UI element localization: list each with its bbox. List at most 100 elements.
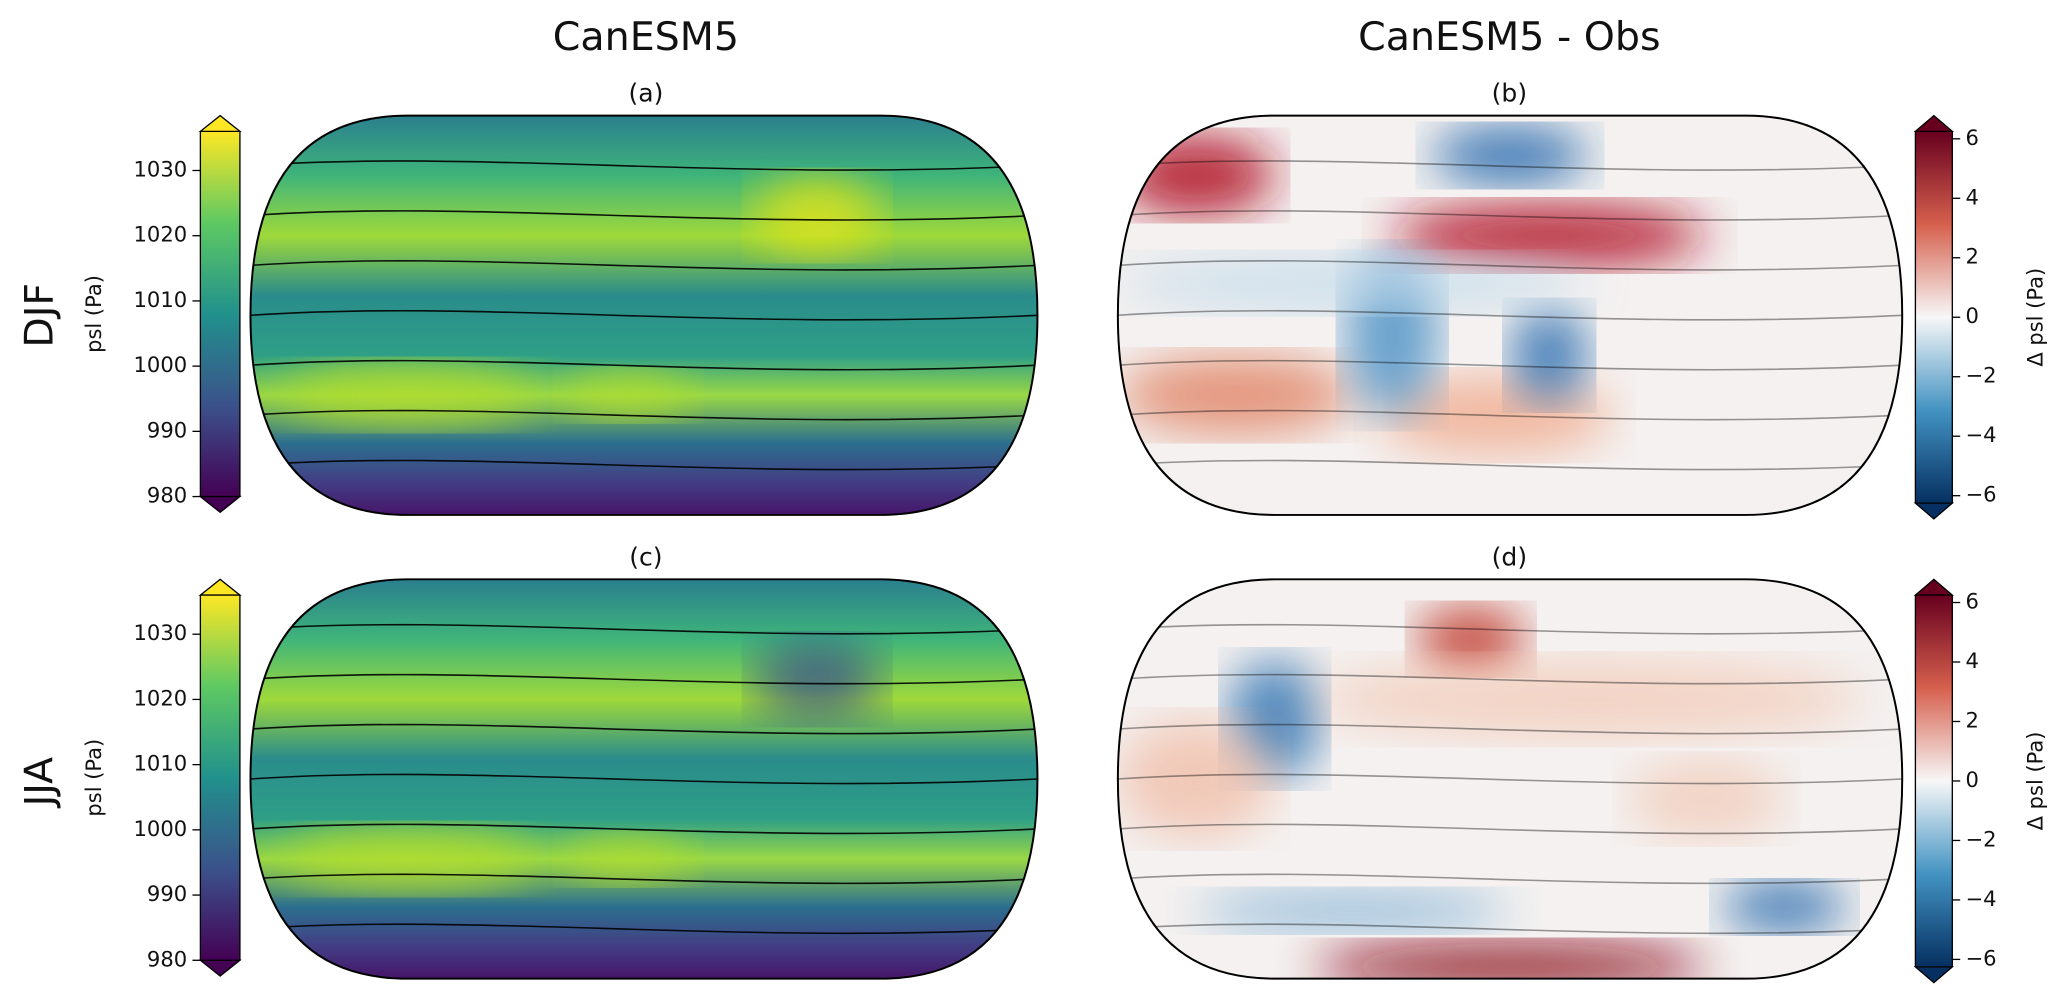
panel-label: (c)	[629, 542, 662, 571]
tick-label: −4	[1965, 886, 1996, 911]
contour	[1117, 873, 1903, 885]
map-outline	[249, 578, 1039, 980]
colorbar-label: Δ psl (Pa)	[2023, 732, 2048, 831]
contour	[1117, 160, 1903, 171]
tick-label: 2	[1965, 708, 1978, 733]
field	[250, 579, 1038, 979]
contour	[250, 823, 1038, 835]
colorbar-extend	[1913, 966, 1955, 984]
contour	[1117, 623, 1903, 635]
contour	[1117, 309, 1903, 321]
colorbar-extend	[1913, 114, 1955, 133]
field-blob	[1627, 759, 1785, 839]
contour	[250, 309, 1038, 321]
contour	[250, 409, 1038, 421]
contour	[250, 260, 1038, 271]
colorbar-label: psl (Pa)	[81, 275, 106, 353]
colorbar-label: Δ psl (Pa)	[2023, 268, 2048, 367]
tick-label: 990	[147, 881, 187, 906]
field-blob	[1392, 203, 1707, 268]
colorbar: 980 990 1000 1010 1020 1030 psl (Pa)	[81, 114, 242, 514]
contour	[250, 873, 1038, 885]
tick-label: 0	[1965, 767, 1978, 792]
map	[250, 115, 1038, 515]
colorbar-body	[1915, 595, 1953, 967]
colorbar-extend	[198, 495, 242, 514]
colorbar-extend	[198, 959, 242, 977]
contour	[1117, 210, 1903, 221]
colorbar-label: psl (Pa)	[81, 739, 106, 817]
map-outline	[249, 114, 1039, 516]
field-blob	[754, 639, 881, 720]
contour	[250, 923, 1038, 935]
contour	[250, 723, 1038, 735]
field	[250, 115, 1038, 515]
colorbar: −6 −4 −2 0 2 4 6 Δ psl (Pa)	[1913, 578, 2048, 984]
tick-label: 1010	[134, 287, 188, 312]
tick-label: 6	[1965, 589, 1978, 614]
contour	[250, 359, 1038, 371]
panel-label: (b)	[1492, 79, 1527, 108]
tick-label: 1000	[134, 352, 188, 377]
tick-label: 1030	[134, 157, 188, 182]
tick-label: 6	[1965, 125, 1978, 150]
colorbar-body	[1915, 131, 1953, 504]
field-blob	[565, 834, 692, 883]
map-outline	[1116, 114, 1904, 516]
field-blob	[754, 175, 881, 256]
contour	[250, 623, 1038, 635]
tick-label: 1020	[134, 685, 188, 710]
field-blob	[1313, 659, 1864, 740]
colorbar-frame	[199, 131, 241, 497]
column-title: CanESM5	[553, 14, 739, 60]
column-title: CanESM5 - Obs	[1358, 14, 1660, 60]
map	[250, 579, 1038, 979]
row-label: DJF	[17, 283, 63, 348]
colorbar-frame	[199, 595, 241, 961]
tick-label: −4	[1965, 422, 1996, 447]
contour	[1117, 359, 1903, 371]
field-blob	[1117, 135, 1275, 216]
tick-label: 980	[147, 483, 187, 508]
colorbar: −6 −4 −2 0 2 4 6 Δ psl (Pa)	[1913, 114, 2048, 520]
map	[1117, 115, 1903, 515]
field-blob	[1431, 127, 1589, 184]
contour	[1117, 409, 1903, 421]
contour	[1117, 823, 1903, 835]
panel-label: (d)	[1492, 542, 1527, 571]
contour	[1117, 260, 1903, 271]
field-blob	[1415, 607, 1526, 672]
colorbar-extend	[198, 114, 242, 133]
contour	[1117, 723, 1903, 735]
panel-label: (a)	[628, 79, 663, 108]
tick-label: 0	[1965, 303, 1978, 328]
field-blob	[1117, 355, 1354, 436]
map	[1117, 579, 1903, 979]
tick-label: −2	[1965, 363, 1996, 388]
tick-label: −6	[1965, 482, 1996, 507]
contour	[1117, 923, 1903, 935]
field-blob	[1196, 890, 1511, 931]
contour	[250, 673, 1038, 685]
field-blob	[1117, 255, 1589, 312]
tick-label: −2	[1965, 826, 1996, 851]
contour	[250, 210, 1038, 221]
contour	[1117, 673, 1903, 685]
contour	[250, 459, 1038, 471]
colorbar-body	[200, 595, 240, 961]
field-blob	[1313, 942, 1707, 979]
contour	[1117, 459, 1903, 471]
colorbar-body	[200, 131, 240, 497]
tick-label: 1030	[134, 620, 188, 645]
field-blob	[1117, 719, 1275, 839]
contour	[250, 160, 1038, 171]
colorbar-extend	[1913, 502, 1955, 520]
tick-label: 1000	[134, 816, 188, 841]
tick-label: 4	[1965, 184, 1978, 209]
tick-label: 2	[1965, 244, 1978, 269]
tick-label: 4	[1965, 648, 1978, 673]
colorbar-extend	[1913, 578, 1955, 596]
field-blob	[1510, 307, 1589, 404]
